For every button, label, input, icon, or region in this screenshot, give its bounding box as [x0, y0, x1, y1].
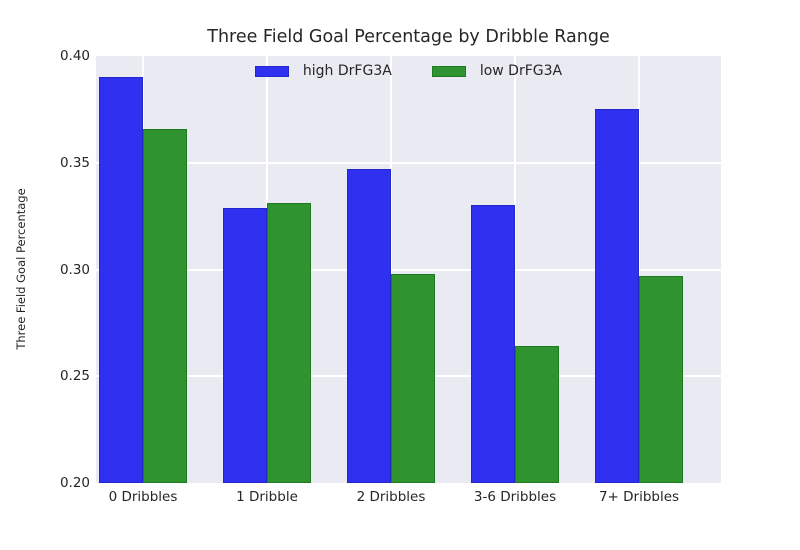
x-tick-label: 2 Dribbles [356, 489, 426, 505]
gridline-vertical [390, 56, 392, 483]
plot-area: high DrFG3A low DrFG3A [96, 56, 721, 483]
bar-low-drfg3a-3-6-dribbles [515, 346, 559, 483]
y-tick-label: 0.35 [59, 154, 90, 171]
bar-low-drfg3a-0-dribbles [143, 128, 187, 483]
gridline-vertical [514, 56, 516, 483]
bar-low-drfg3a-2-dribbles [391, 273, 435, 483]
gridline-vertical [638, 56, 640, 483]
legend-swatch-icon [254, 65, 289, 77]
bar-high-drfg3a-1-dribble [223, 207, 267, 483]
x-tick-label: 0 Dribbles [108, 489, 178, 505]
bar-high-drfg3a-0-dribbles [99, 77, 143, 483]
y-axis-label: Three Field Goal Percentage [14, 188, 28, 350]
legend-item: low DrFG3A [431, 63, 563, 79]
bar-high-drfg3a-7+-dribbles [595, 109, 639, 483]
x-tick-label: 7+ Dribbles [598, 489, 680, 505]
bar-low-drfg3a-1-dribble [267, 203, 311, 483]
gridline-horizontal [96, 268, 721, 271]
y-tick-label: 0.20 [59, 475, 90, 491]
legend-swatch-icon [431, 65, 466, 77]
legend-label: low DrFG3A [479, 63, 563, 79]
bar-high-drfg3a-2-dribbles [347, 169, 391, 483]
legend-label: high DrFG3A [302, 63, 392, 79]
y-tick-label: 0.25 [59, 368, 90, 385]
bar-high-drfg3a-3-6-dribbles [471, 205, 515, 483]
y-tick-label: 0.30 [59, 261, 90, 278]
bar-low-drfg3a-7+-dribbles [639, 275, 683, 483]
legend: high DrFG3A low DrFG3A [96, 63, 721, 79]
x-tick-label: 3-6 Dribbles [473, 489, 557, 505]
y-tick-label: 0.40 [59, 48, 90, 64]
chart-title: Three Field Goal Percentage by Dribble R… [207, 27, 610, 47]
gridline-horizontal [96, 161, 721, 164]
legend-item: high DrFG3A [254, 63, 392, 79]
x-tick-label: 1 Dribble [236, 489, 298, 505]
